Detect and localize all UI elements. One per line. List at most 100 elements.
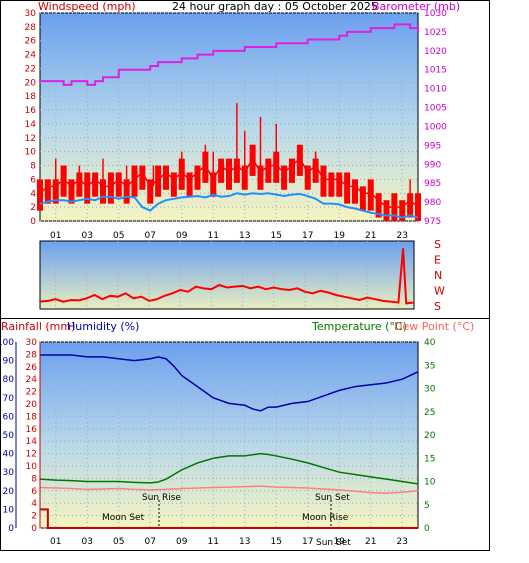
temperature-tick-label: 25	[424, 408, 435, 418]
hour-tick-label: 07	[145, 231, 156, 241]
rain-tick-label: 2	[31, 512, 37, 522]
hour-tick-label: 21	[365, 537, 376, 547]
direction-label: E	[434, 254, 441, 267]
sunset-bottom-label: Sun Set	[316, 538, 351, 548]
humidity-tick-label: 0	[8, 524, 14, 534]
hour-tick-label: 19	[334, 231, 346, 241]
hour-tick-label: 13	[239, 537, 250, 547]
windspeed-tick-label: 24	[25, 51, 37, 61]
wind-baro-axes: 0246810121416182022242628309759809859909…	[25, 9, 448, 241]
wind-direction-series	[39, 248, 415, 305]
windspeed-tick-label: 30	[25, 9, 37, 19]
hour-tick-label: 17	[302, 537, 313, 547]
humidity-tick-label: 20	[3, 487, 15, 497]
wind-baro-series	[37, 23, 421, 221]
humidity-tick-label: 80	[3, 375, 15, 385]
windspeed-tick-label: 6	[30, 175, 36, 185]
dewpoint-line	[39, 485, 419, 494]
hour-tick-label: 09	[176, 537, 188, 547]
windspeed-tick-label: 4	[30, 189, 36, 199]
temp-humidity-grid	[40, 341, 418, 529]
windspeed-tick-label: 0	[30, 217, 36, 227]
barometer-axis-label: Barometer (mb)	[372, 0, 460, 13]
hour-tick-label: 03	[82, 231, 93, 241]
windspeed-tick-label: 26	[25, 37, 37, 47]
temperature-tick-label: 35	[424, 361, 435, 371]
hour-tick-label: 15	[271, 231, 282, 241]
barometer-tick-label: 1025	[424, 28, 447, 38]
average-wind-line	[39, 192, 419, 219]
barometer-tick-label: 995	[424, 141, 441, 151]
temperature-tick-label: 20	[424, 431, 436, 441]
barometer-tick-label: 1030	[424, 9, 447, 19]
rain-tick-label: 28	[26, 350, 38, 360]
windspeed-tick-label: 2	[30, 203, 36, 213]
humidity-tick-label: 50	[3, 431, 15, 441]
windspeed-tick-label: 8	[30, 162, 36, 172]
temperature-axis-label: Temperature (°C)	[311, 320, 407, 333]
humidity-axis-label: Humidity (%)	[67, 320, 139, 333]
humidity-tick-label: 90	[3, 357, 15, 367]
windspeed-axis-label: Windspeed (mph)	[38, 0, 136, 13]
sunset-label: Sun Set	[315, 493, 350, 503]
windspeed-tick-label: 14	[25, 120, 37, 130]
humidity-line	[40, 354, 419, 412]
temp-humidity-axes: 0246810121416182022242628300102030405060…	[0, 338, 436, 547]
temperature-tick-label: 0	[424, 524, 430, 534]
barometer-tick-label: 990	[424, 160, 441, 170]
windspeed-tick-label: 20	[25, 78, 37, 88]
rain-tick-label: 30	[26, 338, 38, 348]
temperature-tick-label: 40	[424, 338, 436, 348]
hour-tick-label: 21	[365, 231, 376, 241]
hour-tick-label: 15	[271, 537, 282, 547]
rain-tick-label: 16	[26, 425, 38, 435]
rainfall-axis-label: Rainfall (mm)	[1, 320, 75, 333]
hour-tick-label: 13	[239, 231, 250, 241]
rain-tick-label: 12	[26, 450, 37, 460]
temp-humidity-series	[39, 354, 419, 529]
barometer-tick-label: 1000	[424, 122, 447, 132]
wind-direction-line	[39, 248, 415, 305]
humidity-tick-label: 100	[0, 338, 14, 348]
hour-tick-label: 23	[397, 231, 408, 241]
chart-title: 24 hour graph day : 05 October 2025	[172, 0, 378, 13]
hour-tick-label: 07	[145, 537, 156, 547]
windspeed-tick-label: 22	[25, 64, 36, 74]
temperature-line	[39, 452, 419, 485]
direction-label: S	[434, 300, 441, 313]
rain-tick-label: 14	[26, 437, 38, 447]
wind-baro-grid	[40, 12, 418, 222]
barometer-tick-label: 975	[424, 217, 441, 227]
humidity-tick-label: 30	[3, 468, 15, 478]
humidity-tick-label: 60	[3, 412, 15, 422]
windspeed-tick-label: 16	[25, 106, 37, 116]
rain-tick-label: 18	[26, 412, 38, 422]
rain-tick-label: 20	[26, 400, 38, 410]
hour-tick-label: 23	[397, 537, 408, 547]
hour-tick-label: 05	[113, 537, 124, 547]
rain-tick-label: 24	[26, 375, 38, 385]
humidity-tick-label: 70	[3, 394, 15, 404]
temperature-tick-label: 5	[424, 501, 430, 511]
bottom-frame	[0, 318, 490, 551]
barometer-tick-label: 1015	[424, 66, 447, 76]
rainfall-line	[40, 508, 418, 529]
hour-tick-label: 19	[334, 537, 346, 547]
barometer-tick-label: 1005	[424, 104, 447, 114]
hour-tick-label: 09	[176, 231, 188, 241]
barometer-tick-label: 1020	[424, 47, 447, 57]
direction-label: W	[434, 285, 445, 298]
barometer-line	[40, 23, 419, 86]
rain-tick-label: 8	[31, 474, 37, 484]
rain-tick-label: 0	[31, 524, 37, 534]
rain-tick-label: 4	[31, 499, 37, 509]
direction-label: N	[434, 269, 442, 282]
moonrise-label: Moon Rise	[302, 513, 349, 523]
hour-tick-label: 01	[50, 537, 61, 547]
hour-tick-label: 11	[208, 537, 219, 547]
hour-tick-label: 03	[82, 537, 93, 547]
windspeed-tick-label: 18	[25, 92, 37, 102]
rain-tick-label: 22	[26, 388, 37, 398]
